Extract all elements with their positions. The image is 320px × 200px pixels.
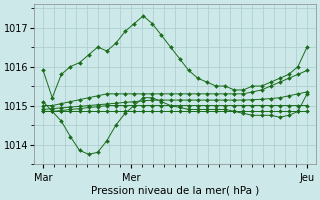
X-axis label: Pression niveau de la mer( hPa ): Pression niveau de la mer( hPa ) — [91, 186, 259, 196]
